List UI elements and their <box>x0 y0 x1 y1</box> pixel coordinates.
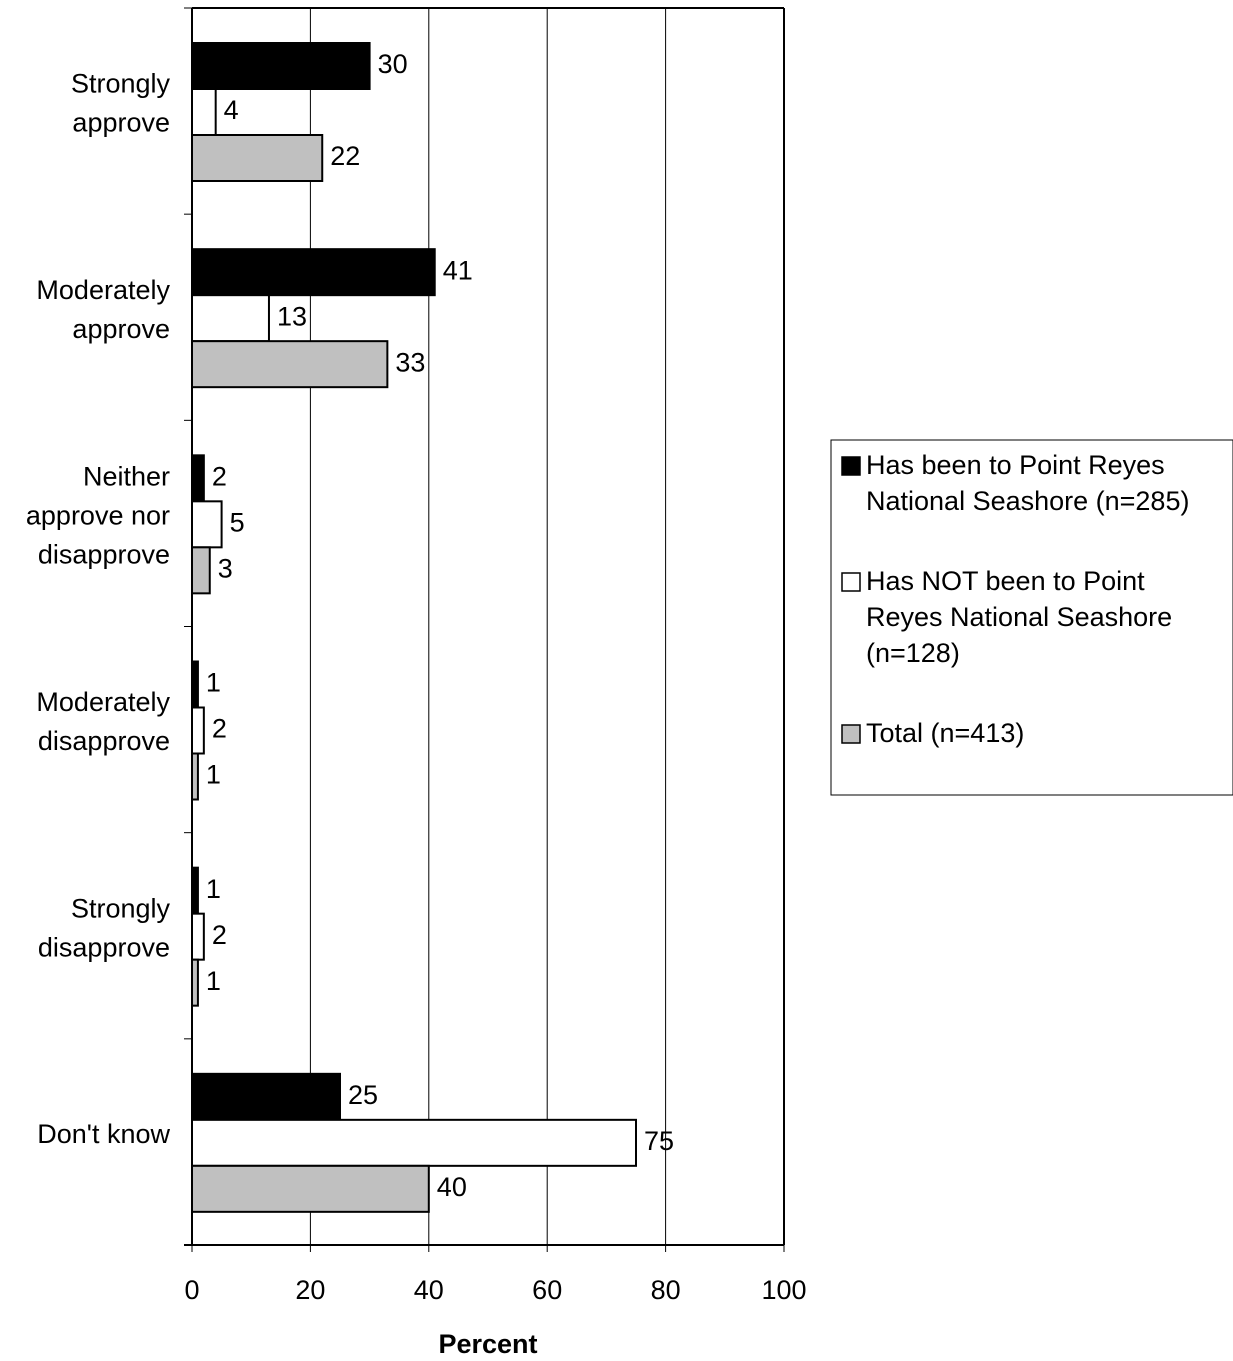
legend-label: Total (n=413) <box>866 718 1024 748</box>
legend-swatch <box>841 724 861 744</box>
legend-label: Has been to Point Reyes National Seashore… <box>866 450 1189 516</box>
value-label: 1 <box>206 760 221 790</box>
bar <box>191 706 205 755</box>
x-tick-label: 0 <box>184 1275 199 1305</box>
legend-swatch <box>841 456 861 476</box>
bar <box>191 88 217 136</box>
y-tick-label: Moderately approve <box>36 275 170 344</box>
x-tick-label: 80 <box>651 1275 681 1305</box>
value-label: 40 <box>437 1172 467 1202</box>
value-label: 75 <box>644 1126 674 1156</box>
legend-label: Has NOT been to Point Reyes National Seas… <box>866 566 1172 668</box>
y-tick-label: Strongly disapprove <box>38 893 171 962</box>
x-tick-label: 20 <box>295 1275 325 1305</box>
value-label: 22 <box>330 141 360 171</box>
value-label: 5 <box>230 507 245 537</box>
bar <box>191 42 371 90</box>
bar <box>191 912 205 961</box>
y-tick-label: Neither approve nor disapprove <box>26 462 170 570</box>
legend-box <box>830 439 1233 796</box>
bar <box>191 248 436 297</box>
value-label: 4 <box>224 95 239 125</box>
bar <box>191 1118 637 1167</box>
bar <box>191 134 324 182</box>
value-label: 3 <box>218 553 233 583</box>
bar <box>191 454 205 503</box>
bar <box>191 546 211 595</box>
bar <box>191 1164 430 1213</box>
bar <box>191 500 223 549</box>
value-label: 25 <box>348 1080 378 1110</box>
bar <box>191 340 389 389</box>
value-label: 2 <box>212 714 227 744</box>
y-tick-label: Moderately disapprove <box>36 687 170 756</box>
x-tick-label: 40 <box>414 1275 444 1305</box>
value-label: 2 <box>212 461 227 491</box>
y-tick-label: Strongly approve <box>71 69 171 138</box>
value-label: 33 <box>395 347 425 377</box>
value-label: 30 <box>378 49 408 79</box>
x-tick-label: 100 <box>761 1275 806 1305</box>
y-tick-label: Don't know <box>37 1119 170 1149</box>
value-label: 13 <box>277 301 307 331</box>
legend-swatch <box>841 572 861 592</box>
value-label: 1 <box>206 966 221 996</box>
bar <box>191 294 270 343</box>
bar <box>191 1072 341 1121</box>
value-label: 1 <box>206 668 221 698</box>
value-label: 2 <box>212 920 227 950</box>
x-tick-label: 60 <box>532 1275 562 1305</box>
x-axis-label: Percent <box>438 1329 537 1359</box>
value-label: 41 <box>443 255 473 285</box>
value-label: 1 <box>206 874 221 904</box>
